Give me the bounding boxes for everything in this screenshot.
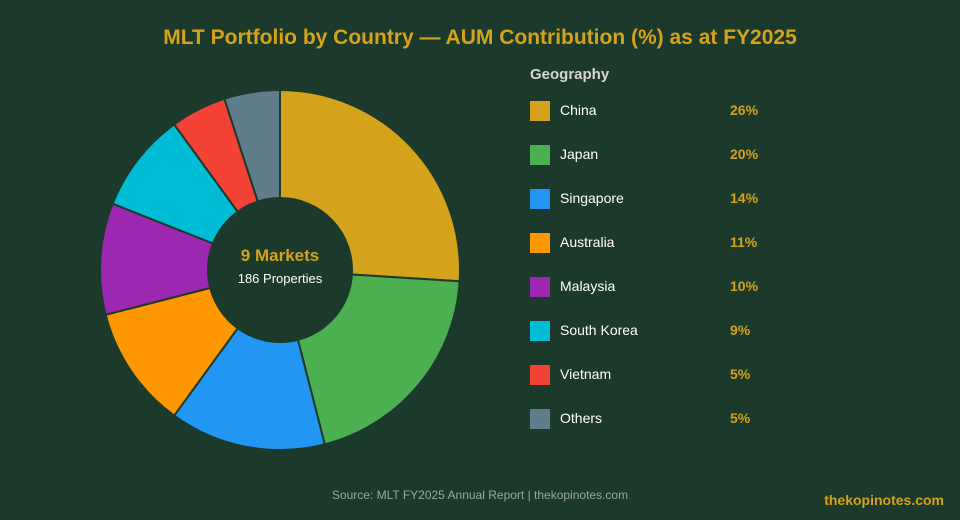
legend-item: Others 5%: [530, 408, 830, 452]
source-note: Source: MLT FY2025 Annual Report | theko…: [331, 488, 629, 502]
donut-slices: [99, 88, 461, 451]
legend-value: 9%: [730, 322, 751, 338]
legend-swatch: [530, 409, 550, 429]
legend-swatch: [530, 321, 550, 341]
legend-swatch: [530, 277, 550, 297]
center-markets-label: 9 Markets: [240, 246, 320, 265]
legend-swatch: [530, 145, 550, 165]
legend-value: 11%: [730, 234, 758, 250]
legend-value: 10%: [730, 278, 759, 294]
slice-china: [279, 88, 461, 283]
legend-value: 5%: [730, 410, 751, 426]
legend-value: 26%: [730, 102, 759, 118]
donut-chart: [99, 88, 461, 451]
legend-item: Singapore 14%: [530, 188, 830, 232]
legend-label: South Korea: [560, 322, 638, 338]
slice-others: [223, 88, 281, 203]
slice-singapore: [172, 326, 326, 451]
legend-value: 14%: [730, 190, 759, 206]
legend-item: China 26%: [530, 100, 830, 144]
legend-item: Vietnam 5%: [530, 364, 830, 408]
legend-swatch: [530, 189, 550, 209]
legend-item: Australia 11%: [530, 232, 830, 276]
legend-label: Japan: [560, 146, 599, 162]
legend-value: 20%: [730, 146, 759, 162]
center-properties-label: 186 Properties: [237, 271, 323, 286]
legend-swatch: [530, 233, 550, 253]
legend-label: Others: [560, 410, 603, 426]
chart-title: MLT Portfolio by Country — AUM Contribut…: [163, 26, 797, 49]
legend-item: South Korea 9%: [530, 320, 830, 364]
watermark: thekopinotes.com: [824, 492, 944, 508]
legend: China 26% Japan 20% Singapore 14% Australia 11%…: [530, 100, 830, 452]
legend-label: China: [560, 102, 597, 118]
legend-swatch: [530, 101, 550, 121]
legend-label: Malaysia: [560, 278, 616, 294]
legend-item: Malaysia 10%: [530, 276, 830, 320]
legend-value: 5%: [730, 366, 751, 382]
legend-label: Vietnam: [560, 366, 612, 382]
legend-label: Australia: [560, 234, 615, 250]
slice-japan: [296, 273, 461, 446]
legend-swatch: [530, 365, 550, 385]
legend-label: Singapore: [560, 190, 624, 206]
legend-title: Geography: [530, 66, 610, 83]
legend-item: Japan 20%: [530, 144, 830, 188]
